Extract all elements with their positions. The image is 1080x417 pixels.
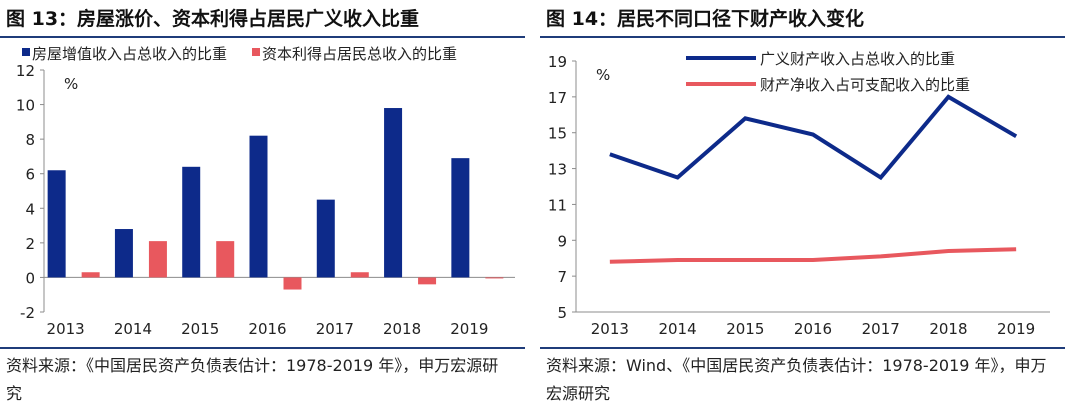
fig14-y-tick-label: 7 bbox=[557, 268, 567, 286]
fig14-x-tick-label: 2016 bbox=[794, 320, 832, 338]
fig14-y-unit-label: % bbox=[596, 66, 610, 84]
fig14-legend-label: 广义财产收入占总收入的比重 bbox=[760, 50, 955, 68]
figure-14-line-chart: 5 7 9 11 13 15 17 19% 2013 2014 2015 2016 2017 2018 20… bbox=[548, 50, 1050, 338]
fig13-bar-capital-gain bbox=[485, 277, 504, 279]
fig13-bar-capital-gain bbox=[148, 241, 167, 278]
figure-13-top-rule bbox=[0, 36, 525, 38]
fig14-y-tick-label: 17 bbox=[548, 89, 567, 107]
fig13-x-tick-label: 2014 bbox=[114, 320, 152, 338]
fig13-bar-housing bbox=[249, 135, 268, 278]
fig13-legend-label: 资本利得占居民总收入的比重 bbox=[262, 45, 457, 63]
fig13-x-tick-label: 2015 bbox=[181, 320, 219, 338]
fig13-y-tick-label: 2 bbox=[25, 235, 35, 253]
fig14-x-tick-label: 2014 bbox=[658, 320, 696, 338]
fig13-legend-label: 房屋增值收入占总收入的比重 bbox=[32, 45, 227, 63]
fig13-legend-swatch bbox=[252, 48, 260, 56]
fig14-line-net-property-income bbox=[609, 247, 1017, 264]
fig14-y-tick-label: 5 bbox=[557, 304, 567, 322]
fig14-x-tick-label: 2015 bbox=[726, 320, 764, 338]
fig13-x-tick-label: 2016 bbox=[248, 320, 286, 338]
fig13-bar-housing bbox=[182, 166, 201, 278]
fig14-y-tick-label: 11 bbox=[548, 196, 567, 214]
fig13-y-tick-label: 4 bbox=[25, 200, 35, 218]
fig13-bar-housing bbox=[316, 199, 335, 278]
fig13-bar-capital-gain bbox=[350, 272, 369, 278]
figure-14-top-rule bbox=[540, 36, 1065, 38]
fig13-legend-swatch bbox=[22, 48, 30, 56]
figure-13-panel: 图 13：房屋涨价、资本利得占居民广义收入比重 -2 0 2 4 6 8 10 12% 2013… bbox=[0, 0, 525, 417]
fig13-x-tick-label: 2018 bbox=[383, 320, 421, 338]
fig13-x-tick-label: 2019 bbox=[450, 320, 488, 338]
figure-13-bottom-rule bbox=[0, 347, 525, 349]
figure-13-source-note: 资料来源：《中国居民资产负债表估计：1978-2019 年》，申万宏源研究 bbox=[6, 356, 499, 403]
fig13-y-tick-label: 10 bbox=[16, 97, 35, 115]
fig14-y-tick-label: 13 bbox=[548, 161, 567, 179]
figure-13-bar-chart: -2 0 2 4 6 8 10 12% 2013 2014 2015 2016 2017 2018 2019… bbox=[16, 45, 515, 338]
fig13-y-unit-label: % bbox=[64, 75, 78, 93]
fig13-bar-housing bbox=[114, 229, 133, 278]
fig13-y-tick-label: 0 bbox=[25, 269, 35, 287]
fig14-x-tick-label: 2013 bbox=[591, 320, 629, 338]
fig14-y-tick-label: 9 bbox=[557, 232, 567, 250]
fig13-y-tick-label: 8 bbox=[25, 131, 35, 149]
fig13-bar-housing bbox=[451, 158, 470, 278]
fig13-bar-housing bbox=[47, 170, 66, 278]
fig14-y-tick-label: 19 bbox=[548, 53, 567, 71]
fig14-y-tick-label: 15 bbox=[548, 125, 567, 143]
fig13-bar-capital-gain bbox=[216, 241, 235, 278]
fig14-x-tick-label: 2018 bbox=[929, 320, 967, 338]
fig14-line-broad-property-income bbox=[609, 94, 1018, 181]
fig13-bar-capital-gain bbox=[81, 272, 100, 278]
fig13-x-tick-label: 2017 bbox=[316, 320, 354, 338]
fig13-y-tick-label: -2 bbox=[20, 304, 35, 322]
fig14-x-tick-label: 2017 bbox=[862, 320, 900, 338]
figure-13-title: 图 13：房屋涨价、资本利得占居民广义收入比重 bbox=[6, 8, 420, 30]
fig13-y-tick-label: 12 bbox=[16, 62, 35, 80]
fig13-bar-housing bbox=[384, 108, 403, 278]
fig13-x-tick-label: 2013 bbox=[47, 320, 85, 338]
fig14-x-tick-label: 2019 bbox=[997, 320, 1035, 338]
figure-14-panel: 图 14：居民不同口径下财产收入变化 5 7 9 11 13 15 17 19% 2013 201… bbox=[540, 0, 1065, 417]
figure-14-title: 图 14：居民不同口径下财产收入变化 bbox=[546, 8, 865, 30]
fig13-y-tick-label: 6 bbox=[25, 166, 35, 184]
fig13-bar-capital-gain bbox=[283, 277, 302, 290]
fig14-legend-label: 财产净收入占可支配收入的比重 bbox=[760, 76, 970, 94]
figure-14-bottom-rule bbox=[540, 347, 1065, 349]
figure-14-source-note: 资料来源：Wind、《中国居民资产负债表估计：1978-2019 年》，申万宏源… bbox=[546, 356, 1047, 403]
fig13-bar-capital-gain bbox=[418, 277, 437, 285]
